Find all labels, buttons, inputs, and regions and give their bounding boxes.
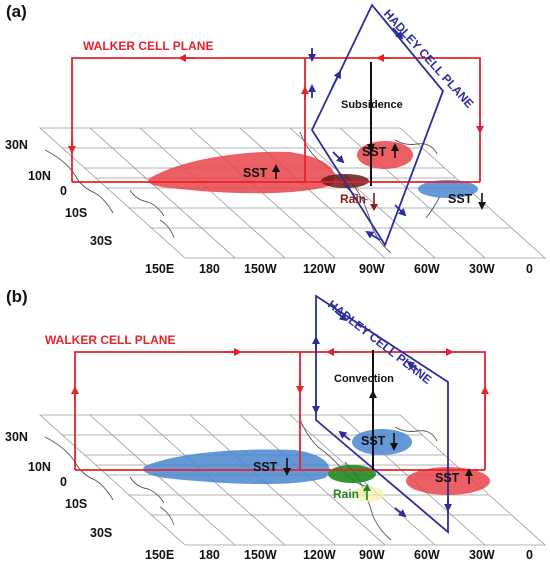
panel-a-rain-arrowhead: [370, 204, 378, 211]
panel-a-lat-30s: 30S: [90, 234, 112, 248]
panel-b-lon-30w: 30W: [469, 548, 495, 562]
panel-a-sst-east-label: SST: [448, 192, 473, 206]
panel-b-rain-label: Rain: [333, 487, 359, 501]
panel-a-lat-30n: 30N: [5, 138, 28, 152]
panel-b-rain-arrowhead: [363, 484, 371, 491]
panel-a-lat-0: 0: [60, 184, 67, 198]
panel-b-sst-west-label: SST: [253, 460, 278, 474]
panel-b: (b): [5, 287, 547, 562]
panel-a-sst-north-label: SST: [362, 145, 387, 159]
panel-b-lat-30n: 30N: [5, 430, 28, 444]
panel-b-anomalies: [143, 429, 490, 502]
panel-b-lon-150w: 150W: [244, 548, 277, 562]
panel-a-lon-120w: 120W: [303, 262, 336, 276]
panel-b-hadley-cell: [312, 294, 452, 534]
panel-b-walker-cell: [71, 348, 489, 471]
rain-halo: [352, 486, 384, 502]
panel-a-lon-60w: 60W: [414, 262, 440, 276]
panel-a-lon-180: 180: [199, 262, 220, 276]
panel-b-lon-0: 0: [526, 548, 533, 562]
panel-b-lon-150e: 150E: [145, 548, 174, 562]
panel-b-lat-30s: 30S: [90, 526, 112, 540]
panel-a-rain-label: Rain: [340, 192, 366, 206]
panel-b-sst-north-label: SST: [361, 434, 386, 448]
panel-a-sst-west-label: SST: [243, 166, 268, 180]
panel-b-lat-10n: 10N: [28, 460, 51, 474]
panel-b-lon-90w: 90W: [359, 548, 385, 562]
cool-sst-anomaly-west: [143, 449, 330, 485]
panel-a-walker-label: WALKER CELL PLANE: [83, 39, 213, 53]
panel-b-lon-120w: 120W: [303, 548, 336, 562]
panel-a-subsidence-label: Subsidence: [341, 99, 403, 111]
warm-sst-anomaly-west: [148, 151, 335, 194]
panel-b-lat-10s: 10S: [65, 497, 87, 511]
panel-b-tag: (b): [6, 287, 28, 306]
panel-a-lon-90w: 90W: [359, 262, 385, 276]
panel-a-lat-10s: 10S: [65, 206, 87, 220]
panel-a-tag: (a): [6, 2, 27, 21]
panel-a: (a): [5, 2, 547, 276]
panel-a-lon-30w: 30W: [469, 262, 495, 276]
panel-a-anomalies: [148, 141, 478, 198]
panel-a-lon-150w: 150W: [244, 262, 277, 276]
cool-sst-anomaly-east: [418, 180, 478, 198]
rain-anomaly-convection: [328, 465, 376, 483]
panel-b-lon-180: 180: [199, 548, 220, 562]
panel-a-lat-10n: 10N: [28, 169, 51, 183]
panel-b-convection-label: Convection: [334, 373, 394, 385]
panel-b-lat-0: 0: [60, 475, 67, 489]
panel-b-lon-60w: 60W: [414, 548, 440, 562]
panel-a-hadley-cell: [308, 3, 445, 248]
panel-a-lon-150e: 150E: [145, 262, 174, 276]
panel-a-walker-cell: [68, 54, 484, 183]
panel-b-walker-label: WALKER CELL PLANE: [45, 333, 175, 347]
panel-b-sst-east-label: SST: [435, 471, 460, 485]
panel-a-lon-0: 0: [526, 262, 533, 276]
